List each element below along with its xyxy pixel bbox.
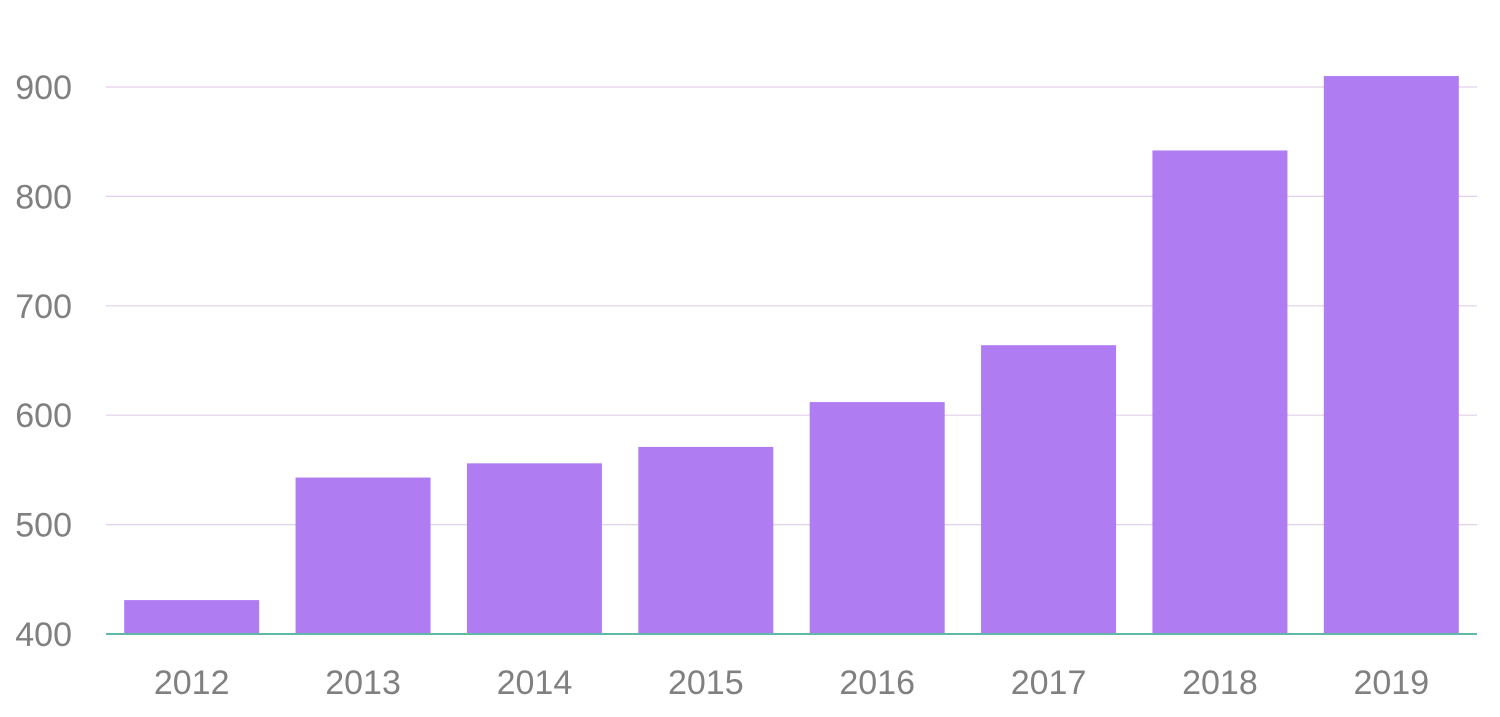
x-tick-label: 2015 — [668, 664, 744, 702]
y-tick-label: 600 — [15, 397, 72, 435]
x-tick-label: 2013 — [325, 664, 401, 702]
x-tick-labels: 2012 2013 2014 2015 2016 2017 2018 2019 — [154, 664, 1429, 702]
y-tick-label: 800 — [15, 178, 72, 216]
x-tick-label: 2016 — [839, 664, 915, 702]
bar-2015 — [638, 446, 774, 634]
y-tick-label: 900 — [15, 69, 72, 107]
y-tick-label: 500 — [15, 507, 72, 545]
y-tick-label: 400 — [15, 616, 72, 654]
bar-2016 — [809, 402, 945, 634]
bar-2018 — [1152, 150, 1288, 634]
bar-2019 — [1323, 76, 1459, 634]
x-tick-label: 2017 — [1011, 664, 1087, 702]
bar-2014 — [466, 463, 602, 634]
x-tick-label: 2012 — [154, 664, 230, 702]
bar-2017 — [981, 345, 1117, 634]
x-tick-label: 2014 — [497, 664, 573, 702]
y-tick-label: 700 — [15, 288, 72, 326]
x-tick-label: 2018 — [1182, 664, 1258, 702]
x-tick-label: 2019 — [1353, 664, 1429, 702]
bars — [124, 76, 1459, 634]
bar-2013 — [295, 477, 431, 634]
y-tick-labels: 400 500 600 700 800 900 — [15, 69, 72, 654]
bar-2012 — [124, 600, 260, 634]
